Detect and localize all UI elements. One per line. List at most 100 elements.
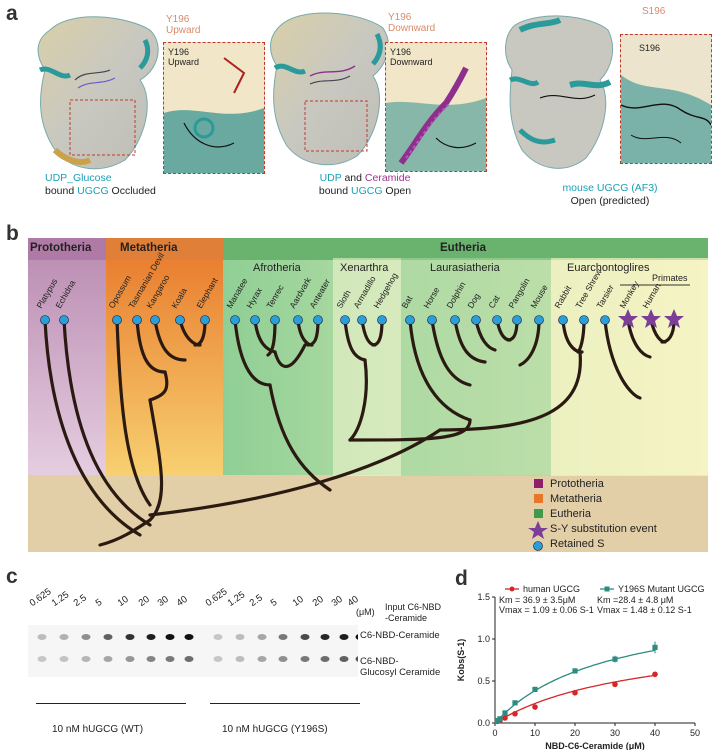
tlc-spot-ceramide xyxy=(257,634,267,640)
tlc-concentration-label: 2.5 xyxy=(247,592,265,609)
legend-sy-substitution: S-Y substitution event xyxy=(550,523,657,535)
inset-2-title-l1: Y196 xyxy=(388,12,412,23)
tlc-spot-ceramide xyxy=(213,634,223,640)
data-point xyxy=(612,681,618,688)
x-tick-label: 40 xyxy=(650,728,660,738)
x-tick-label: 30 xyxy=(610,728,620,738)
data-point xyxy=(497,716,503,722)
tlc-concentration-label: 5 xyxy=(93,596,105,609)
tlc-spot-glucosyl xyxy=(59,656,69,662)
tlc-spot-glucosyl xyxy=(339,656,349,662)
tlc-input-l2: -Ceramide xyxy=(385,613,428,623)
data-point xyxy=(532,704,538,710)
y-tick-label: 1.5 xyxy=(477,592,490,602)
data-point xyxy=(612,656,618,662)
tlc-spot-glucosyl xyxy=(81,656,91,662)
clade-prototheria: Prototheria xyxy=(30,242,92,254)
tlc-spot-ceramide xyxy=(235,634,245,640)
legend-prototheria: Prototheria xyxy=(550,478,604,490)
caption-2-ceramide: Ceramide xyxy=(364,172,411,184)
y-tick-label: 0.5 xyxy=(477,676,490,686)
caption-1-state: Occluded xyxy=(108,185,156,197)
tlc-spot-ceramide xyxy=(125,634,135,640)
tlc-spot-ceramide xyxy=(146,634,156,640)
y-tick-label: 1.0 xyxy=(477,634,490,644)
tlc-spot-glucosyl xyxy=(355,656,358,662)
tlc-concentration-label: 10 xyxy=(290,593,306,609)
tlc-band-ceramide: C6-NBD-Ceramide xyxy=(360,630,440,641)
fit-curve-2 xyxy=(494,649,656,724)
clade-euarchontoglires: Euarchontoglires xyxy=(567,262,650,274)
tlc-spot-ceramide xyxy=(278,634,288,640)
legend-label: human UGCG xyxy=(523,584,580,594)
kinetic-parameter: Vmax = 1.48 ± 0.12 S-1 xyxy=(597,605,692,615)
tlc-spot-ceramide xyxy=(59,634,69,640)
fit-curve-1 xyxy=(494,674,656,724)
panel-d-label: d xyxy=(455,567,468,590)
inset-3: S196 xyxy=(620,34,712,164)
tlc-concentration-label: 0.625 xyxy=(27,586,54,609)
caption-1-ligand: UDP_Glucose xyxy=(45,172,112,184)
tlc-band-glucosyl-l2: Glucosyl Ceramide xyxy=(360,667,441,678)
data-point xyxy=(512,710,518,717)
tlc-spot-ceramide xyxy=(320,634,330,640)
tlc-spot-ceramide xyxy=(300,634,310,640)
x-tick-label: 50 xyxy=(690,728,700,738)
tlc-spot-glucosyl xyxy=(320,656,330,662)
caption-2-bound: bound xyxy=(318,185,351,197)
tlc-spot-ceramide xyxy=(339,634,349,640)
tlc-concentration-label: 20 xyxy=(310,593,326,609)
tlc-concentration-label: 30 xyxy=(329,593,345,609)
data-point xyxy=(572,668,578,674)
tlc-concentration-label: 0.625 xyxy=(203,586,230,609)
tlc-unit: (μM) xyxy=(356,607,375,617)
inset-1-label-l1: Y196 xyxy=(168,47,190,57)
tlc-spot-glucosyl xyxy=(257,656,267,662)
legend-marker xyxy=(604,586,610,592)
clade-metatheria: Metatheria xyxy=(120,242,178,254)
tlc-wt-label: 10 nM hUGCG (WT) xyxy=(52,724,144,735)
tlc-spot-glucosyl xyxy=(184,656,194,662)
tlc-input-l1: Input C6-NBD xyxy=(385,602,442,612)
tlc-spot-ceramide xyxy=(184,634,194,640)
clade-eutheria: Eutheria xyxy=(440,242,487,254)
x-axis-label: NBD-C6-Ceramide (μM) xyxy=(545,741,645,750)
tlc-concentration-label: 2.5 xyxy=(71,592,89,609)
inset-2-title-l2: Downward xyxy=(388,23,436,34)
x-tick-label: 10 xyxy=(530,728,540,738)
caption-2-state: Open xyxy=(382,185,412,197)
inset-1-title-l1: Y196 xyxy=(166,14,190,25)
inset-1: Y196 Upward xyxy=(163,42,265,174)
data-point xyxy=(652,671,658,678)
tlc-spot-glucosyl xyxy=(37,656,47,662)
caption-1-ugcg: UGCG xyxy=(77,185,109,197)
tlc-concentration-label: 40 xyxy=(174,593,190,609)
tlc-concentration-label: 20 xyxy=(136,593,152,609)
protein-surface-1 xyxy=(37,16,159,170)
protein-surface-2 xyxy=(270,12,389,166)
y-tick-label: 0.0 xyxy=(477,718,490,728)
legend-marker xyxy=(509,586,515,592)
legend-retained-s: Retained S xyxy=(550,538,605,550)
caption-3-model: mouse UGCG (AF3) xyxy=(562,182,658,194)
tlc-spot-glucosyl xyxy=(278,656,288,662)
clade-primates: Primates xyxy=(652,273,688,283)
caption-2-udp: UDP xyxy=(319,172,342,184)
inset-3-title: S196 xyxy=(642,6,666,17)
legend-eutheria: Eutheria xyxy=(550,508,591,520)
data-point xyxy=(532,686,538,692)
tlc-concentration-label: 1.25 xyxy=(49,589,72,609)
legend-label: Y196S Mutant UGCG xyxy=(618,584,705,594)
clade-afrotheria: Afrotheria xyxy=(253,262,301,274)
inset-1-label-l2: Upward xyxy=(168,57,200,67)
inset-2-label-l1: Y196 xyxy=(390,47,412,57)
data-point xyxy=(652,644,658,650)
caption-1-bound: bound xyxy=(45,185,78,197)
data-point xyxy=(572,689,578,696)
caption-2-ugcg: UGCG xyxy=(351,185,383,197)
tlc-spot-ceramide xyxy=(355,634,358,640)
panel-a-label: a xyxy=(6,2,18,25)
clade-xenarthra: Xenarthra xyxy=(340,262,389,274)
caption-3-state: Open (predicted) xyxy=(570,195,650,207)
tlc-concentration-label: 1.25 xyxy=(225,589,248,609)
